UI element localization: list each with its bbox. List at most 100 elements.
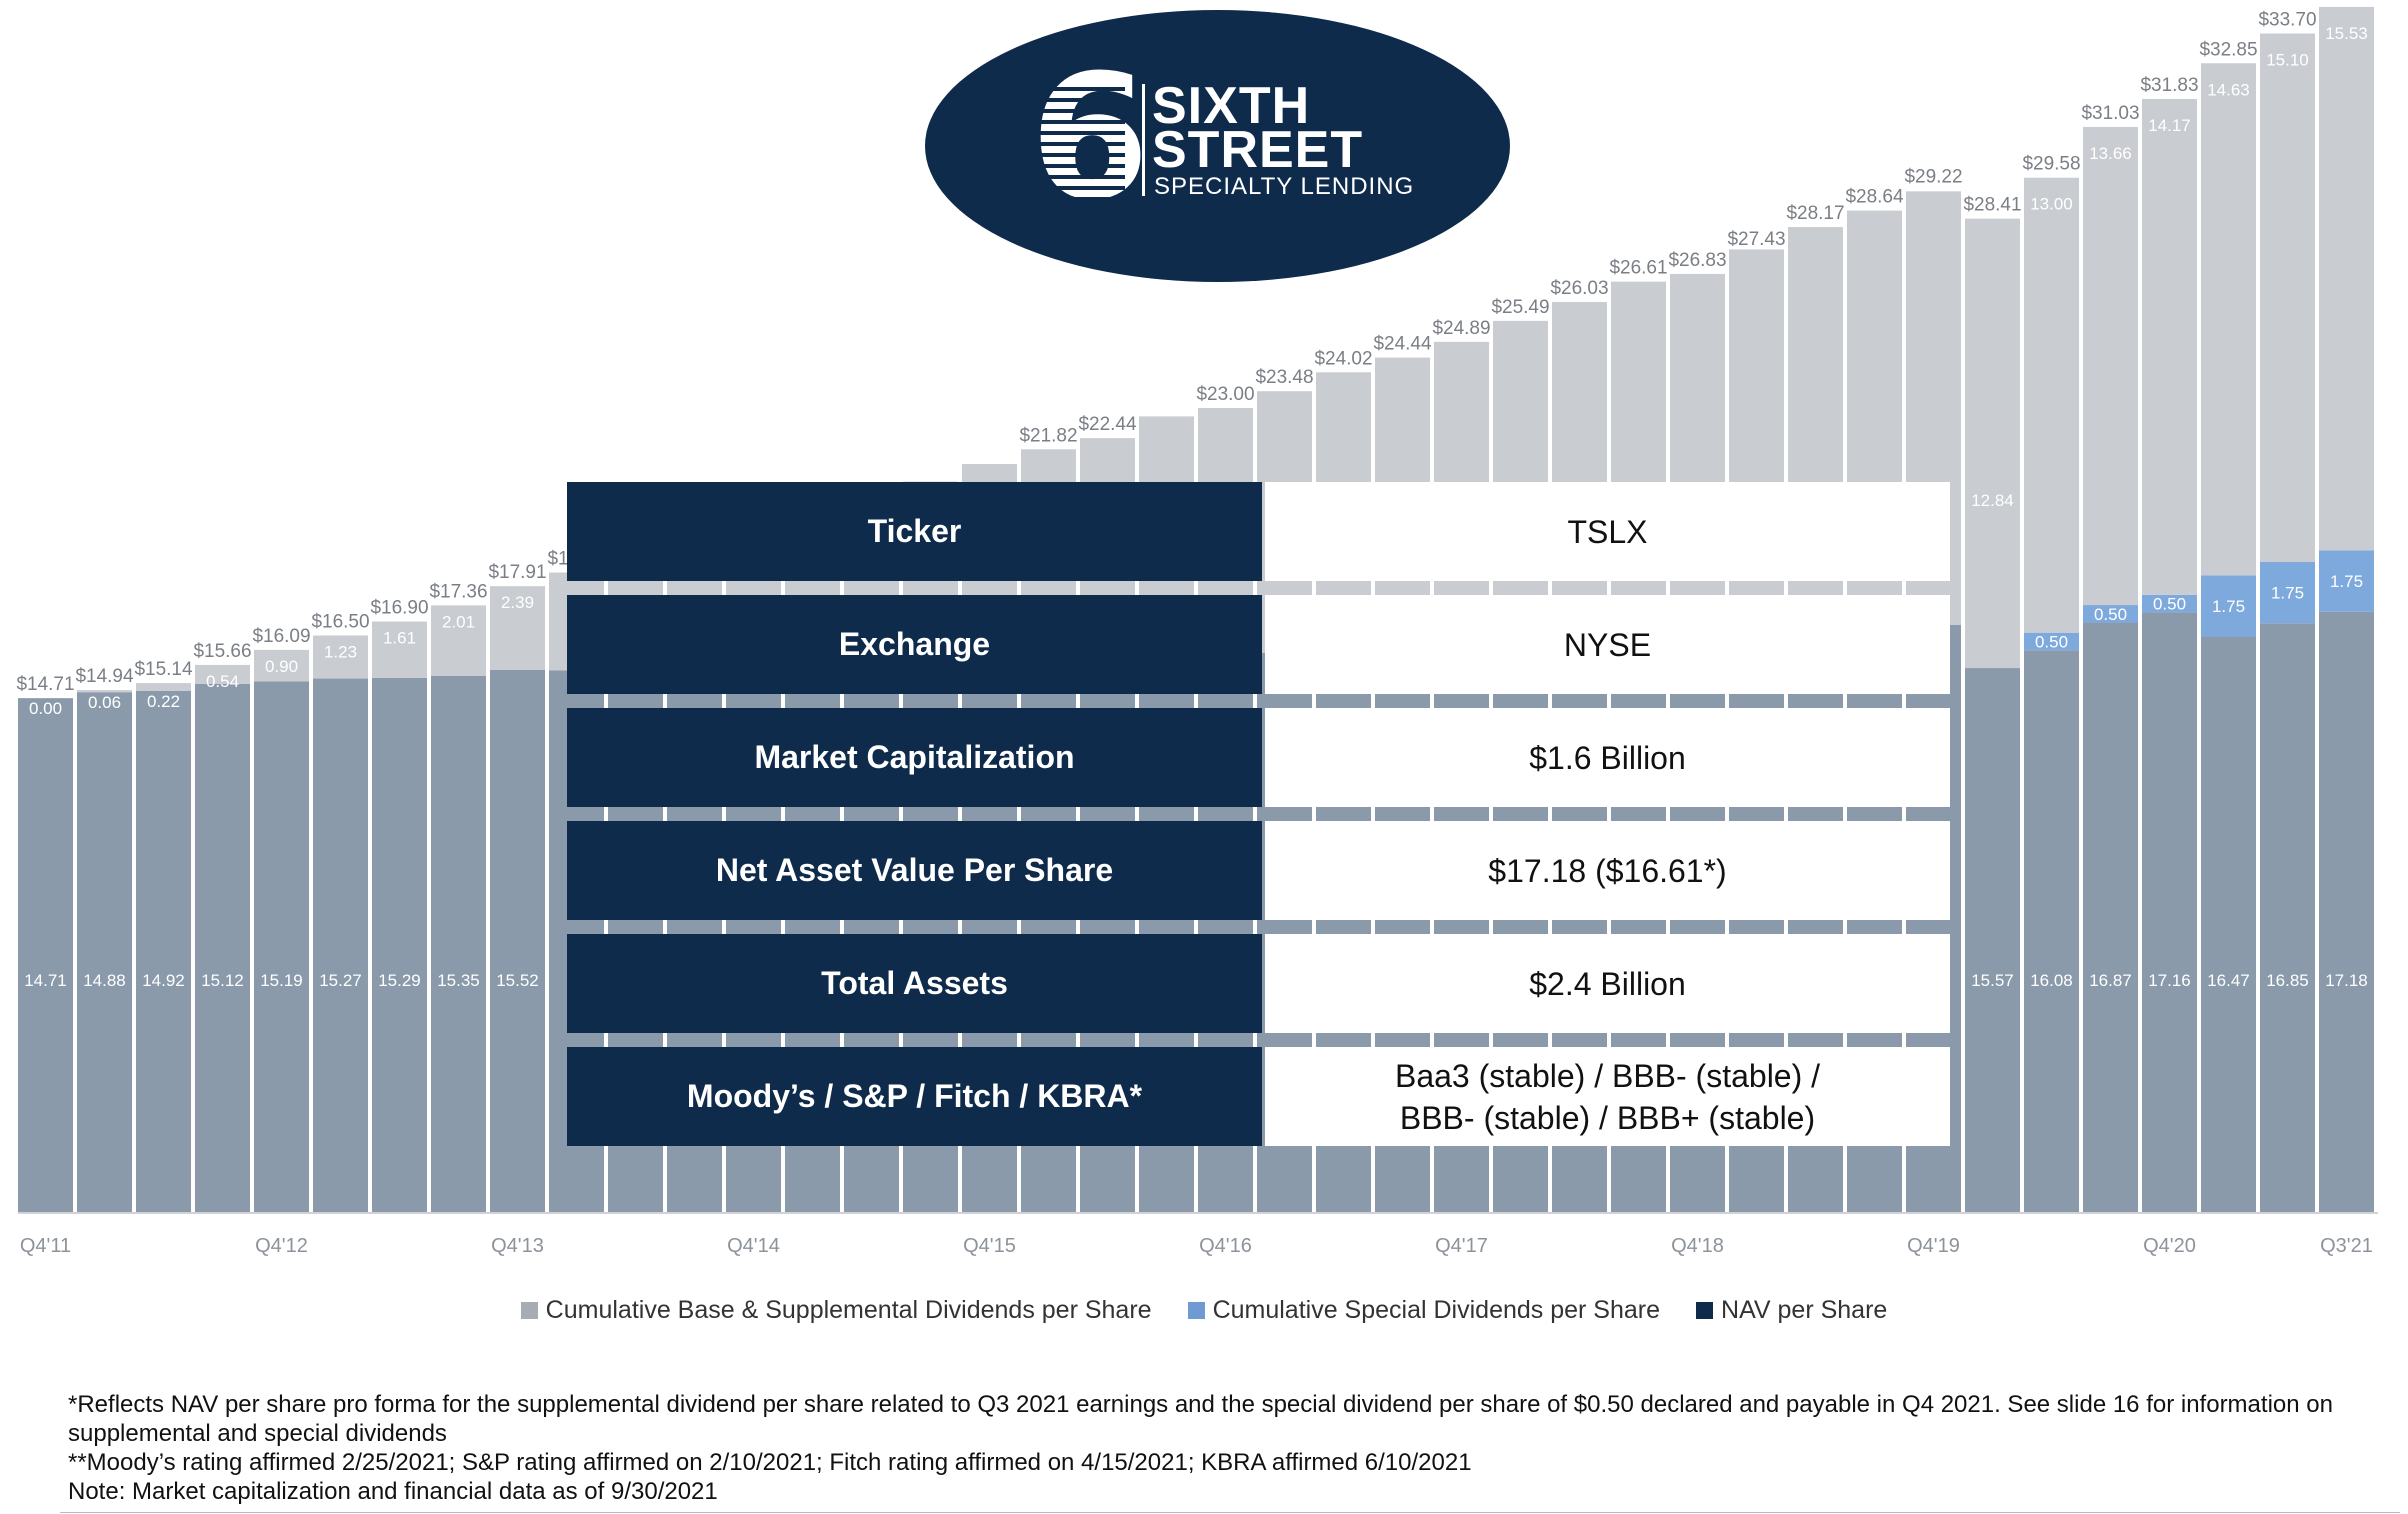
base-supp-bar: [2083, 126, 2138, 606]
x-tick-label: Q3'21: [2320, 1235, 2373, 1257]
nav-bar: [2024, 650, 2079, 1213]
nav-value-label: 15.12: [201, 971, 244, 990]
logo-separator: [1142, 84, 1145, 196]
nav-value-label: 14.92: [142, 971, 185, 990]
x-tick-label: Q4'18: [1671, 1235, 1724, 1257]
x-tick-label: Q4'20: [2143, 1235, 2196, 1257]
base-supp-bar: [1965, 218, 2020, 669]
nav-value-label: 14.88: [83, 971, 126, 990]
total-label: $17.91: [488, 562, 546, 583]
info-value: TSLX: [1265, 482, 1950, 581]
nav-bar: [2083, 622, 2138, 1213]
legend-label: NAV per Share: [1721, 1295, 1888, 1324]
total-label: $29.22: [1904, 166, 1962, 187]
nav-value-label: 15.19: [260, 971, 303, 990]
special-value-label: 1.75: [2212, 597, 2245, 616]
base-value-label: 14.63: [2207, 80, 2250, 99]
base-value-label: 0.22: [147, 692, 180, 711]
footnote-2: **Moody’s rating affirmed 2/25/2021; S&P…: [68, 1449, 1472, 1476]
total-label: $28.41: [1963, 195, 2021, 216]
info-value: $2.4 Billion: [1265, 934, 1950, 1033]
logo-line-1: SIXTH: [1152, 77, 1311, 135]
nav-bar: [490, 669, 545, 1213]
legend-label: Cumulative Special Dividends per Share: [1212, 1295, 1661, 1324]
base-value-label: 1.23: [324, 643, 357, 662]
total-label: $16.09: [252, 626, 310, 647]
base-supp-bar: [431, 605, 486, 676]
legend-swatch-base-supp: [520, 1301, 538, 1319]
base-value-label: 15.10: [2266, 51, 2309, 70]
total-label: $24.02: [1314, 348, 1372, 369]
info-label: Market Capitalization: [567, 708, 1262, 807]
legend-item-special: Cumulative Special Dividends per Share: [1187, 1295, 1661, 1325]
info-label: Moody’s / S&P / Fitch / KBRA*: [567, 1047, 1262, 1146]
total-label: $24.89: [1432, 318, 1490, 339]
base-supp-bar: [2024, 177, 2079, 633]
nav-bar: [2201, 636, 2256, 1213]
total-label: $14.94: [75, 666, 134, 687]
total-label: $32.85: [2199, 39, 2257, 60]
logo-ellipse: [925, 10, 1510, 282]
chart-legend: Cumulative Base & Supplemental Dividends…: [0, 1292, 2408, 1328]
info-label: Exchange: [567, 595, 1262, 694]
nav-bar: [254, 681, 309, 1213]
base-supp-bar: [2201, 63, 2256, 576]
nav-bar: [2260, 623, 2315, 1213]
total-label: $14.71: [16, 674, 74, 695]
nav-bar: [77, 692, 132, 1213]
base-supp-bar: [2319, 6, 2374, 551]
x-tick-label: Q4'11: [20, 1235, 71, 1257]
nav-value-label: 14.71: [24, 971, 67, 990]
base-supp-bar: [1611, 281, 1666, 639]
base-value-label: 2.39: [501, 593, 534, 612]
special-value-label: 1.75: [2330, 572, 2363, 591]
base-supp-bar: [2260, 33, 2315, 562]
total-label: $26.61: [1609, 258, 1667, 279]
footnotes: *Reflects NAV per share pro forma for th…: [68, 1390, 2348, 1506]
nav-bar: [2319, 611, 2374, 1213]
base-value-label: 0.06: [88, 693, 121, 712]
special-value-label: 0.50: [2153, 595, 2186, 614]
total-label: $33.70: [2258, 10, 2316, 31]
nav-bar: [1965, 668, 2020, 1213]
base-value-label: 15.53: [2325, 24, 2368, 43]
nav-value-label: 17.18: [2325, 971, 2368, 990]
total-label: $31.03: [2081, 103, 2139, 124]
x-tick-label: Q4'19: [1907, 1235, 1960, 1257]
footnote-1: *Reflects NAV per share pro forma for th…: [68, 1391, 2333, 1447]
nav-value-label: 16.47: [2207, 971, 2250, 990]
total-label: $27.43: [1727, 229, 1785, 250]
info-value: NYSE: [1265, 595, 1950, 694]
total-label: $21.82: [1019, 425, 1077, 446]
base-value-label: 12.84: [1971, 491, 2014, 510]
special-value-label: 1.75: [2271, 584, 2304, 603]
nav-value-label: 15.35: [437, 971, 480, 990]
special-value-label: 0.50: [2094, 605, 2127, 624]
special-bar: [2083, 605, 2138, 623]
logo-line-3: SPECIALTY LENDING: [1154, 173, 1415, 200]
base-supp-bar: [372, 621, 427, 678]
total-label: $15.66: [193, 641, 251, 662]
legend-item-base-supp: Cumulative Base & Supplemental Dividends…: [520, 1296, 1152, 1325]
base-value-label: 13.00: [2030, 195, 2073, 214]
legend-swatch-nav: [1696, 1301, 1714, 1319]
base-supp-bar: [77, 690, 132, 693]
legend-swatch-special: [1187, 1301, 1205, 1319]
total-label: $23.00: [1196, 384, 1254, 405]
base-value-label: 1.61: [383, 629, 416, 648]
info-row-ticker: Ticker TSLX: [567, 482, 1950, 581]
base-value-label: 14.17: [2148, 116, 2191, 135]
total-label: $17.36: [429, 581, 487, 602]
base-supp-bar: [313, 635, 368, 679]
base-supp-bar: [195, 664, 250, 684]
total-label: $28.17: [1786, 203, 1844, 224]
nav-value-label: 15.27: [319, 971, 362, 990]
total-label: $28.64: [1845, 187, 1904, 208]
x-tick-label: Q4'13: [491, 1235, 544, 1257]
total-label: $22.44: [1078, 414, 1137, 435]
base-supp-bar: [254, 649, 309, 682]
special-bar: [2142, 594, 2197, 613]
total-label: $23.48: [1255, 367, 1313, 388]
nav-value-label: 15.52: [496, 971, 539, 990]
info-label: Ticker: [567, 482, 1262, 581]
